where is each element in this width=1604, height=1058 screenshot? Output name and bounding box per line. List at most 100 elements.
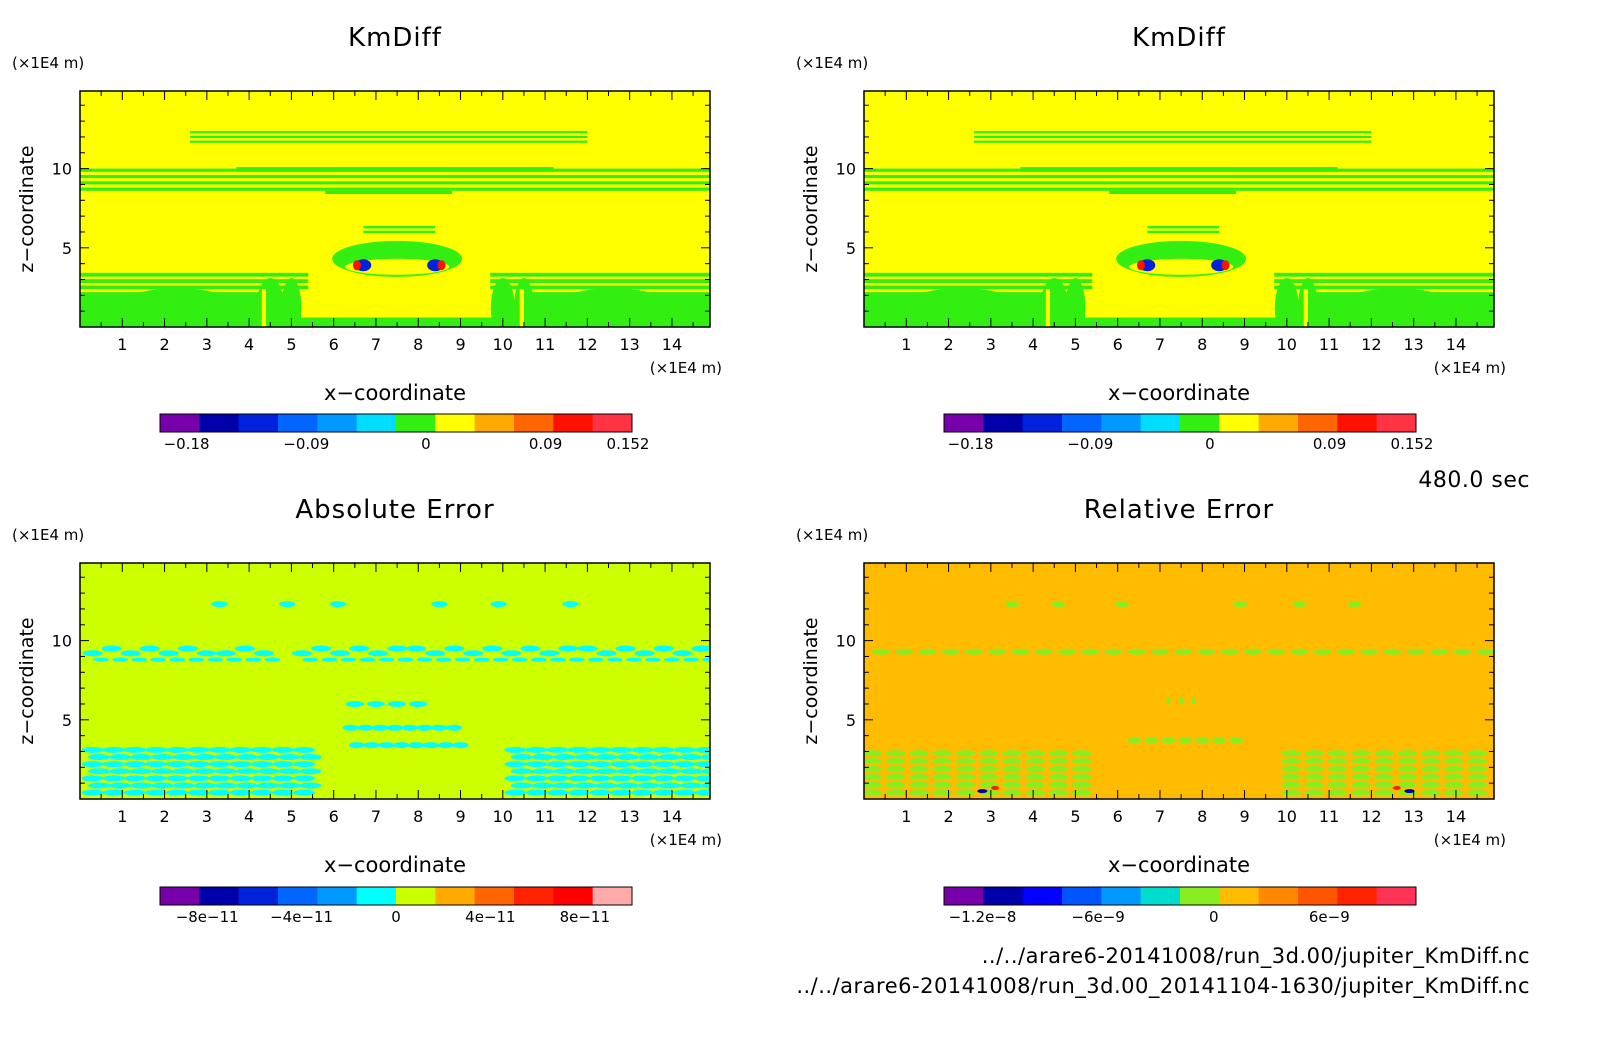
plot-frame: [79, 562, 711, 800]
colorbar-swatch: [238, 887, 279, 905]
error-spot: [701, 782, 710, 789]
x-tick-label: 3: [986, 335, 996, 354]
error-spot: [1443, 781, 1464, 788]
colorbar: −1.2e−8 −6e−9 0 6e−9: [943, 886, 1417, 926]
error-spot: [130, 754, 153, 761]
y-tick-label: 5: [62, 239, 72, 258]
error-spot: [525, 761, 548, 768]
contour-band: [864, 279, 1093, 283]
error-spot: [279, 601, 296, 608]
error-spot: [1360, 648, 1379, 655]
x-tick-label: 13: [619, 807, 639, 826]
error-spot: [250, 789, 273, 796]
error-spot: [864, 750, 883, 757]
x-tick-label: 7: [1155, 807, 1165, 826]
contour-band: [490, 279, 710, 283]
contour-band: [1147, 230, 1220, 234]
x-tick-label: 9: [1239, 335, 1249, 354]
error-spot: [81, 775, 104, 782]
contour-band: [363, 230, 436, 234]
error-spot: [908, 750, 929, 757]
error-spot: [567, 746, 590, 753]
error-spot: [606, 657, 623, 662]
x-tick-label: 9: [1239, 807, 1249, 826]
x-tick-label: 4: [1028, 807, 1038, 826]
error-spot: [652, 789, 675, 796]
colorbar-swatch: [983, 414, 1024, 432]
contour-blob: [490, 278, 515, 327]
error-spot: [172, 782, 195, 789]
x-tick-label: 12: [577, 807, 597, 826]
error-spot: [589, 746, 612, 753]
error-spot: [504, 746, 527, 753]
error-spot: [293, 789, 316, 796]
error-spot: [1144, 737, 1159, 744]
error-spot: [130, 768, 153, 775]
error-spot: [932, 765, 953, 772]
error-spot: [1467, 781, 1488, 788]
error-spot: [166, 761, 189, 768]
error-spot: [425, 650, 446, 657]
error-spot: [1327, 789, 1348, 796]
colorbar-frame: [943, 413, 1417, 433]
x-tick-label: 1: [901, 807, 911, 826]
x-tick-label: 4: [1028, 335, 1038, 354]
error-spot: [1071, 789, 1092, 796]
x-tick-label: 1: [901, 335, 911, 354]
error-spot: [1048, 750, 1069, 757]
x-tick-label: 12: [577, 335, 597, 354]
error-spot: [1443, 789, 1464, 796]
error-spot: [885, 765, 906, 772]
error-spot: [908, 789, 929, 796]
colorbar-swatch: [1219, 414, 1260, 432]
error-spot: [431, 601, 448, 608]
error-spot: [637, 768, 660, 775]
error-spot: [1327, 765, 1348, 772]
error-spot: [208, 746, 231, 753]
error-spot: [1001, 773, 1022, 780]
colorbar-swatch: [160, 887, 200, 905]
error-spot: [1281, 773, 1302, 780]
error-spot: [492, 657, 509, 662]
error-spot: [637, 782, 660, 789]
error-spot: [1313, 648, 1332, 655]
error-spot: [885, 757, 906, 764]
error-spot: [955, 789, 976, 796]
colorbar-swatch: [1258, 414, 1299, 432]
error-spot: [908, 757, 929, 764]
error-spot: [278, 768, 301, 775]
error-spot: [1374, 773, 1395, 780]
x-unit-label: (×1E4 m): [1434, 831, 1506, 849]
error-spot: [1001, 750, 1022, 757]
error-spot: [568, 657, 585, 662]
contour-band: [864, 174, 1494, 179]
error-spot: [1397, 773, 1418, 780]
error-spot: [81, 789, 104, 796]
error-spot: [631, 775, 654, 782]
colorbar-swatch: [1140, 887, 1181, 905]
contour-blob: [901, 288, 1022, 325]
colorbar-swatch: [396, 887, 436, 905]
arch-inner: [345, 258, 450, 275]
error-spot: [177, 645, 198, 652]
colorbar-swatch: [356, 887, 397, 905]
colorbar: −0.18 −0.09 0 0.09 0.152: [943, 413, 1433, 453]
error-spot: [1420, 789, 1441, 796]
colorbar-tick-label: 0.152: [607, 435, 650, 453]
error-spot: [1476, 648, 1494, 655]
contour-blob: [256, 278, 285, 327]
error-spot: [366, 700, 385, 707]
error-spot: [172, 768, 195, 775]
contour-blob: [552, 288, 673, 325]
x-tick-label: 6: [329, 335, 339, 354]
error-spot: [1166, 696, 1171, 705]
error-spot: [610, 761, 633, 768]
heatmap-field: [864, 91, 1494, 327]
error-spot: [1467, 757, 1488, 764]
colorbar-swatch: [592, 414, 633, 432]
error-spot: [574, 754, 597, 761]
error-spot: [236, 754, 259, 761]
error-spot: [1025, 781, 1046, 788]
error-spot: [208, 761, 231, 768]
